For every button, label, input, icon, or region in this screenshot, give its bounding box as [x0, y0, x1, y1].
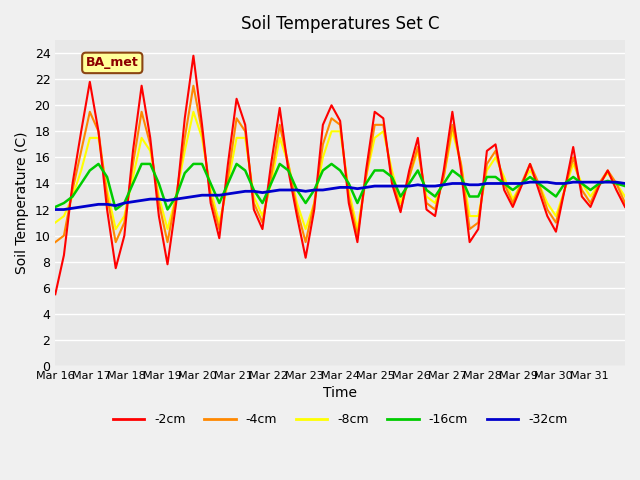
Legend: -2cm, -4cm, -8cm, -16cm, -32cm: -2cm, -4cm, -8cm, -16cm, -32cm: [108, 408, 572, 432]
X-axis label: Time: Time: [323, 386, 357, 400]
Title: Soil Temperatures Set C: Soil Temperatures Set C: [241, 15, 440, 33]
Y-axis label: Soil Temperature (C): Soil Temperature (C): [15, 132, 29, 274]
Text: BA_met: BA_met: [86, 57, 139, 70]
